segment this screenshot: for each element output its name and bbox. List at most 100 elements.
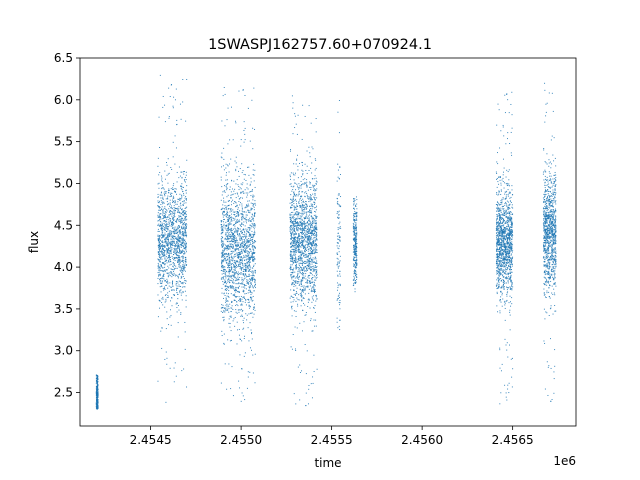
- data-point: [313, 233, 315, 235]
- data-point: [176, 311, 178, 313]
- data-point: [172, 245, 174, 246]
- data-point: [157, 294, 159, 296]
- data-point: [246, 262, 248, 264]
- data-point: [246, 205, 248, 207]
- data-point: [305, 217, 307, 219]
- data-point: [302, 198, 304, 200]
- data-point: [305, 230, 307, 232]
- data-point: [167, 240, 169, 242]
- data-point: [294, 236, 296, 238]
- data-point: [241, 303, 243, 305]
- data-point: [302, 183, 304, 185]
- data-point: [308, 267, 310, 269]
- data-point: [293, 223, 295, 225]
- data-point: [304, 250, 306, 252]
- data-point: [168, 253, 170, 255]
- data-point: [253, 228, 255, 230]
- data-point: [242, 319, 244, 321]
- data-point: [339, 237, 341, 239]
- data-point: [221, 287, 223, 289]
- data-point: [232, 270, 234, 272]
- data-point: [167, 237, 169, 239]
- data-point: [165, 401, 167, 403]
- data-point: [290, 172, 292, 174]
- data-point: [158, 243, 160, 245]
- data-point: [248, 235, 250, 237]
- data-point: [226, 256, 228, 258]
- data-point: [96, 408, 98, 410]
- data-point: [311, 252, 313, 254]
- data-point: [170, 246, 171, 248]
- data-point: [336, 317, 338, 319]
- data-point: [168, 290, 170, 292]
- data-point: [292, 257, 294, 259]
- data-point: [237, 290, 239, 292]
- data-point: [248, 260, 250, 262]
- data-point: [237, 286, 239, 288]
- data-point: [246, 247, 248, 249]
- data-point: [301, 242, 303, 244]
- data-point: [240, 145, 242, 147]
- data-point: [305, 237, 307, 239]
- data-point: [158, 255, 160, 257]
- data-point: [179, 246, 181, 248]
- data-point: [313, 185, 315, 187]
- data-point: [301, 370, 303, 372]
- data-point: [174, 251, 176, 253]
- data-point: [180, 185, 182, 187]
- data-point: [300, 187, 302, 189]
- data-point: [160, 216, 162, 218]
- data-point: [240, 253, 242, 255]
- data-point: [252, 260, 254, 262]
- data-point: [225, 247, 227, 249]
- data-point: [96, 408, 98, 410]
- data-point: [232, 238, 234, 240]
- data-point: [292, 102, 294, 104]
- data-point: [246, 266, 248, 268]
- data-point: [308, 242, 310, 244]
- data-point: [241, 286, 243, 288]
- data-point: [225, 259, 227, 261]
- data-point: [303, 260, 305, 262]
- data-point: [235, 291, 237, 293]
- data-point: [295, 163, 297, 165]
- data-point: [297, 242, 299, 244]
- data-point: [224, 214, 226, 216]
- data-point: [159, 279, 161, 281]
- data-point: [303, 277, 305, 279]
- data-point: [337, 169, 339, 171]
- data-point: [309, 223, 311, 225]
- data-point: [181, 234, 183, 236]
- data-point: [296, 228, 298, 230]
- data-point: [300, 206, 302, 208]
- data-point: [97, 392, 99, 394]
- data-point: [290, 247, 292, 248]
- data-point: [96, 397, 98, 399]
- data-point: [235, 244, 237, 246]
- data-point: [241, 237, 243, 239]
- data-point: [336, 270, 338, 272]
- data-point: [158, 230, 160, 232]
- data-point: [228, 277, 230, 279]
- data-point: [222, 230, 224, 232]
- data-point: [298, 263, 300, 265]
- data-point: [175, 281, 177, 283]
- data-point: [170, 251, 172, 253]
- data-point: [225, 298, 227, 300]
- data-point: [229, 270, 231, 272]
- data-point: [162, 211, 164, 213]
- data-point: [165, 191, 167, 193]
- data-point: [290, 242, 292, 244]
- data-point: [97, 399, 99, 401]
- data-point: [296, 244, 298, 246]
- data-point: [297, 185, 299, 187]
- data-point: [221, 259, 223, 261]
- data-point: [314, 250, 316, 252]
- data-point: [241, 205, 243, 207]
- data-point: [296, 327, 298, 329]
- data-point: [234, 223, 236, 225]
- data-point: [176, 221, 178, 223]
- data-point: [176, 208, 178, 210]
- data-point: [237, 230, 239, 232]
- data-point: [232, 250, 234, 252]
